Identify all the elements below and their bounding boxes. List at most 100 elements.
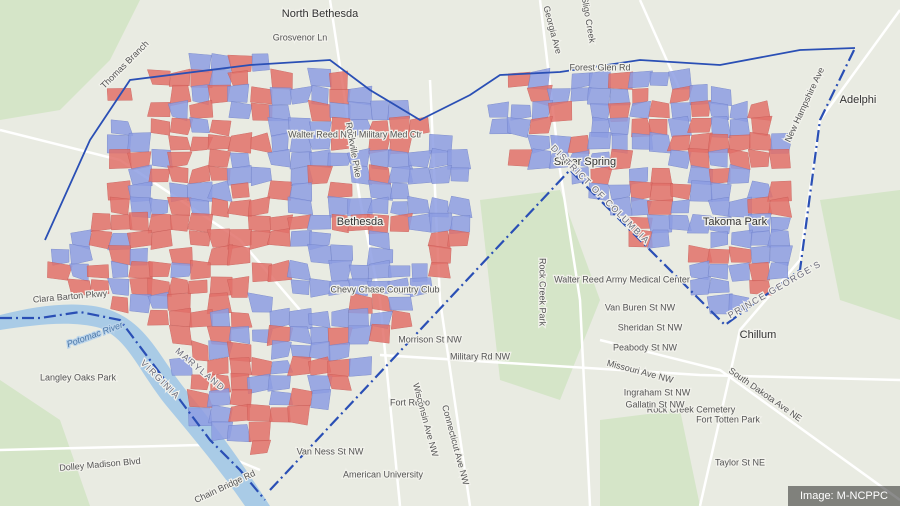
- blue-parcel: [348, 101, 373, 120]
- red-parcel: [169, 117, 194, 136]
- blue-parcel: [110, 260, 129, 278]
- blue-parcel: [708, 101, 730, 121]
- blue-parcel: [608, 184, 632, 201]
- map-label: Taylor St NE: [715, 457, 765, 467]
- blue-parcel: [269, 307, 290, 330]
- red-parcel: [168, 135, 192, 151]
- blue-parcel: [128, 164, 153, 187]
- blue-parcel: [388, 296, 414, 311]
- red-parcel: [749, 132, 774, 151]
- blue-parcel: [428, 164, 453, 184]
- blue-parcel: [270, 340, 292, 360]
- blue-parcel: [348, 356, 372, 377]
- red-parcel: [708, 167, 731, 185]
- image-credit: Image: M-NCPPC: [800, 490, 888, 502]
- blue-parcel: [287, 117, 311, 138]
- red-parcel: [548, 100, 573, 122]
- red-parcel: [286, 355, 312, 377]
- red-parcel: [368, 323, 391, 344]
- blue-parcel: [69, 243, 93, 266]
- map-label: Chillum: [740, 329, 777, 341]
- red-parcel: [408, 116, 430, 137]
- map-label: Silver Spring: [554, 156, 616, 168]
- blue-parcel: [447, 148, 472, 170]
- blue-parcel: [287, 196, 314, 216]
- red-parcel: [128, 211, 149, 232]
- blue-parcel: [127, 132, 152, 153]
- blue-parcel: [251, 53, 270, 72]
- map-label: Morrison St NW: [398, 334, 462, 344]
- blue-parcel: [328, 279, 351, 296]
- blue-parcel: [290, 279, 310, 296]
- blue-parcel: [306, 214, 332, 230]
- red-parcel: [249, 439, 272, 455]
- red-parcel: [567, 134, 590, 154]
- blue-parcel: [189, 116, 210, 134]
- red-parcel: [230, 312, 253, 330]
- red-parcel: [89, 279, 110, 297]
- blue-parcel: [667, 149, 692, 169]
- blue-parcel: [307, 132, 332, 150]
- red-parcel: [208, 148, 231, 168]
- red-parcel: [47, 261, 73, 281]
- red-parcel: [389, 212, 413, 232]
- red-parcel: [190, 374, 212, 391]
- blue-parcel: [548, 152, 573, 169]
- red-parcel: [747, 148, 770, 168]
- blue-parcel: [50, 248, 70, 266]
- blue-parcel: [627, 70, 654, 89]
- blue-parcel: [571, 167, 590, 185]
- blue-parcel: [307, 243, 333, 265]
- blue-parcel: [389, 182, 410, 200]
- blue-parcel: [770, 216, 791, 233]
- blue-parcel: [690, 276, 711, 296]
- map-label: Military Rd NW: [450, 351, 511, 361]
- blue-parcel: [670, 199, 690, 214]
- blue-parcel: [366, 280, 391, 294]
- red-parcel: [226, 244, 251, 266]
- red-parcel: [150, 229, 173, 250]
- blue-parcel: [331, 308, 349, 328]
- red-parcel: [147, 309, 169, 326]
- red-parcel: [250, 86, 273, 105]
- red-parcel: [86, 264, 110, 279]
- blue-parcel: [629, 100, 652, 119]
- red-parcel: [330, 116, 352, 137]
- blue-parcel: [186, 181, 213, 202]
- red-parcel: [507, 149, 533, 167]
- red-parcel: [608, 148, 634, 171]
- blue-parcel: [250, 166, 272, 187]
- map-label: Grosvenor Ln: [273, 32, 328, 42]
- map-label: Forest Glen Rd: [569, 62, 630, 72]
- red-parcel: [187, 279, 208, 295]
- red-parcel: [229, 357, 252, 378]
- red-parcel: [447, 229, 470, 247]
- red-parcel: [267, 259, 293, 283]
- map-label: Ingraham St NW: [624, 387, 691, 397]
- map-label: Walter Reed Natl Military Med Ctr: [288, 129, 422, 139]
- blue-parcel: [228, 326, 251, 345]
- blue-parcel: [289, 85, 314, 105]
- red-parcel: [427, 262, 451, 279]
- red-parcel: [632, 88, 649, 107]
- blue-parcel: [750, 230, 772, 246]
- map-label: Walter Reed Army Medical Center: [554, 274, 690, 284]
- map-label: Takoma Park: [703, 216, 768, 228]
- blue-parcel: [347, 278, 373, 297]
- blue-parcel: [710, 231, 729, 249]
- red-parcel: [148, 168, 171, 183]
- red-parcel: [331, 213, 349, 234]
- blue-parcel: [271, 132, 289, 153]
- red-parcel: [246, 403, 273, 421]
- map-label: Rock Creek Park: [538, 258, 548, 327]
- red-parcel: [109, 196, 130, 216]
- red-parcel: [226, 341, 252, 362]
- blue-parcel: [629, 167, 649, 185]
- blue-parcel: [708, 148, 728, 168]
- blue-parcel: [310, 389, 332, 411]
- blue-parcel: [129, 294, 152, 314]
- blue-parcel: [588, 182, 609, 202]
- red-parcel: [687, 147, 710, 169]
- red-parcel: [90, 212, 112, 233]
- red-parcel: [189, 136, 214, 152]
